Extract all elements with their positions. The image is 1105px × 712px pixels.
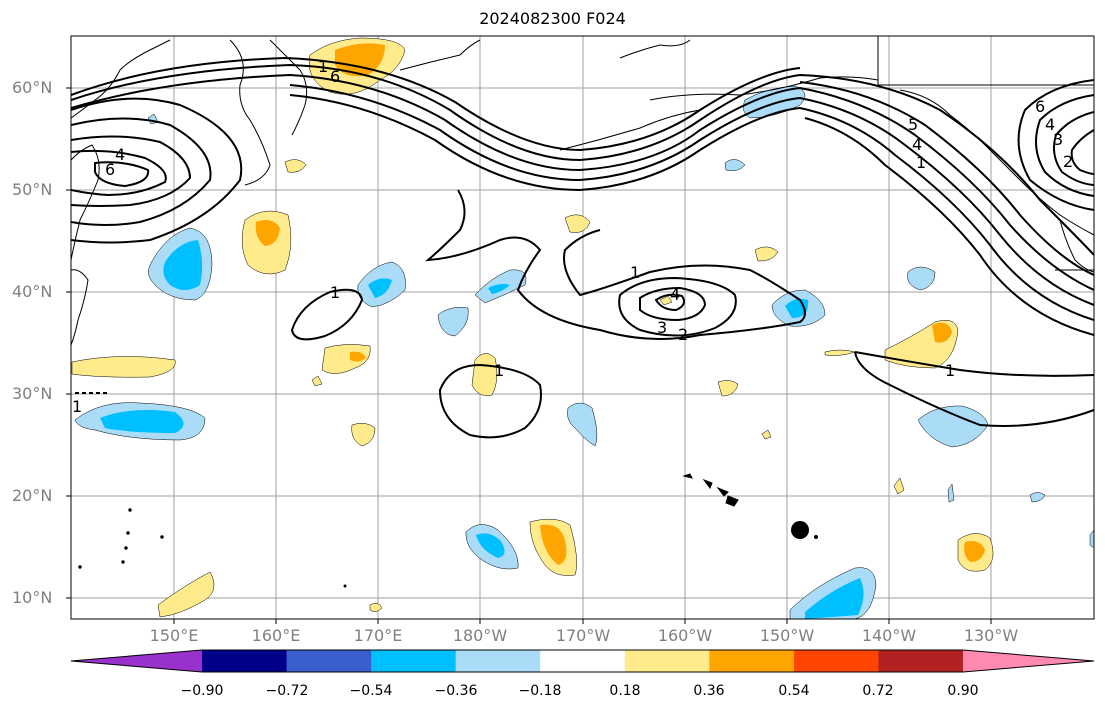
axis-ticks: [66, 87, 992, 624]
colorbar-segment: [455, 650, 541, 672]
lat-label: 50°N: [12, 180, 53, 199]
contour-label: 4: [115, 145, 125, 164]
contour-label: 1: [916, 153, 926, 172]
colorbar-tick-label: −0.18: [518, 683, 562, 699]
colorbar-tick-label: −0.90: [180, 683, 224, 699]
contour-label: 4: [912, 135, 922, 154]
positive-anomaly-shading: [71, 37, 994, 618]
colorbar-segment: [709, 650, 795, 672]
lon-label: 140°W: [861, 626, 917, 645]
height-contours: [71, 56, 1094, 439]
island-markings: [78, 473, 818, 588]
contour-label: 3: [1053, 130, 1063, 149]
lon-label: 170°W: [555, 626, 611, 645]
colorbar-tick-label: −0.72: [265, 683, 309, 699]
colorbar-tick-label: 0.54: [778, 683, 810, 699]
colorbar-segment: [793, 650, 879, 672]
lon-label: 180°W: [452, 626, 508, 645]
colorbar-min-extend: [71, 650, 202, 672]
lat-label: 40°N: [12, 282, 53, 301]
lat-label: 20°N: [12, 486, 53, 505]
contour-label: 2: [1063, 152, 1073, 171]
contour-label: 1: [630, 263, 640, 282]
contour-label: 1: [330, 283, 340, 302]
contour-label: 1: [945, 361, 955, 380]
contour-label: 3: [657, 318, 667, 337]
colorbar-tick-label: 0.36: [693, 683, 725, 699]
contour-label: 6: [105, 160, 115, 179]
lat-label: 60°N: [12, 78, 53, 97]
colorbar-segment: [371, 650, 457, 672]
colorbar-max-extend: [963, 650, 1094, 672]
colorbar-segment: [202, 650, 288, 672]
lon-label: 130°W: [963, 626, 1019, 645]
colorbar-tick-label: −0.54: [349, 683, 393, 699]
lon-label: 150°E: [149, 626, 199, 645]
colorbar-tick-label: −0.36: [434, 683, 478, 699]
contour-labels: 6 4 6 5 4 1 6 4 3 2 1 4 3 2 1 1 1 1 1: [72, 57, 1073, 416]
lon-label: 160°W: [657, 626, 713, 645]
lat-label: 10°N: [12, 588, 53, 607]
colorbar-tick-label: 0.18: [609, 683, 641, 699]
colorbar: [202, 650, 964, 672]
lon-label: 170°E: [353, 626, 403, 645]
contour-label: 1: [318, 57, 328, 76]
contour-label: 1: [72, 397, 82, 416]
colorbar-segment: [878, 650, 964, 672]
colorbar-segment: [624, 650, 710, 672]
colorbar-segment: [286, 650, 372, 672]
lon-label: 160°E: [251, 626, 301, 645]
contour-label: 4: [1045, 115, 1055, 134]
lat-label: 30°N: [12, 384, 53, 403]
colorbar-tick-label: 0.72: [862, 683, 894, 699]
contour-label: 6: [1035, 97, 1045, 116]
colorbar-tick-label: 0.90: [947, 683, 979, 699]
contour-label: 5: [908, 115, 918, 134]
storm-position-marker: [791, 521, 809, 539]
contour-label: 4: [670, 285, 680, 304]
gridlines: [71, 36, 1094, 619]
negative-anomaly-shading: [74, 85, 1094, 619]
map-title: 2024082300 F024: [479, 9, 626, 28]
colorbar-outline: [70, 649, 1095, 673]
colorbar-segment: [540, 650, 626, 672]
contour-label: 1: [494, 361, 504, 380]
lon-label: 150°W: [759, 626, 815, 645]
coastlines: [71, 36, 1094, 346]
contour-label: 2: [678, 325, 688, 344]
contour-label: 6: [330, 67, 340, 86]
